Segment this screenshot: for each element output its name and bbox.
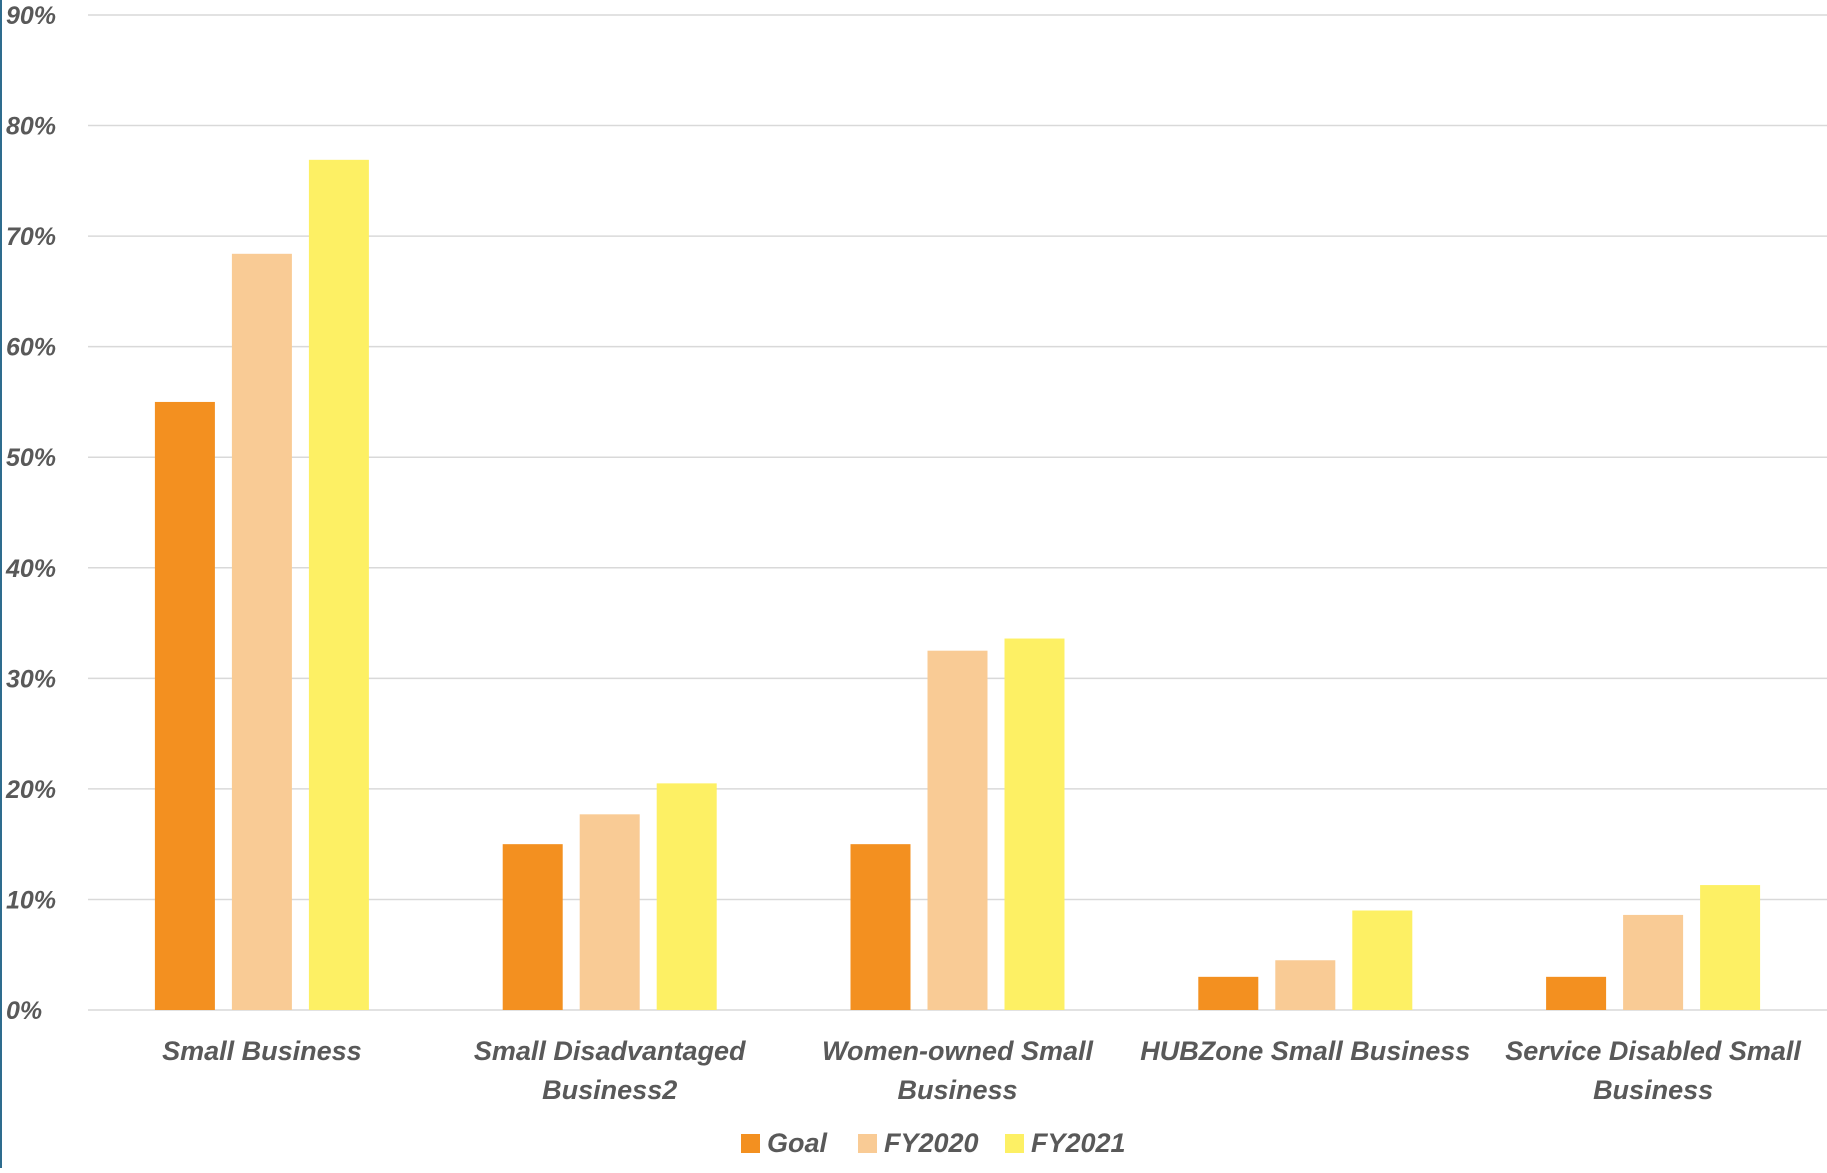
y-tick-label: 10% bbox=[6, 886, 56, 914]
bar-fy2020 bbox=[1623, 914, 1684, 1010]
bar-fy2021 bbox=[308, 159, 369, 1011]
x-axis-labels: Small Business Small Disadvantaged Busines… bbox=[162, 1036, 1801, 1105]
y-tick-label: 40% bbox=[5, 555, 56, 583]
legend-label-goal: Goal bbox=[767, 1128, 828, 1158]
y-tick-label: 0% bbox=[6, 997, 42, 1025]
bar-goal bbox=[502, 844, 563, 1010]
bar-goal bbox=[154, 401, 215, 1010]
x-category-label: Small Business bbox=[162, 1036, 362, 1066]
y-tick-label: 30% bbox=[6, 665, 56, 693]
bars bbox=[154, 159, 1761, 1011]
y-tick-label: 80% bbox=[6, 113, 56, 141]
x-category-label: Service Disabled Small Business bbox=[1505, 1036, 1801, 1105]
y-tick-label: 90% bbox=[6, 2, 56, 30]
bar-fy2020 bbox=[927, 650, 988, 1010]
bar-fy2021 bbox=[1004, 638, 1065, 1010]
legend-label-fy2020: FY2020 bbox=[884, 1128, 979, 1158]
bar-goal bbox=[1198, 976, 1259, 1010]
x-category-label: Small Disadvantaged Business2 bbox=[474, 1036, 746, 1105]
y-tick-label: 20% bbox=[5, 776, 56, 804]
legend-label-fy2021: FY2021 bbox=[1031, 1128, 1126, 1158]
legend-swatch-fy2020 bbox=[858, 1134, 877, 1153]
y-tick-label: 70% bbox=[6, 223, 56, 251]
bar-fy2021 bbox=[1352, 910, 1413, 1010]
bar-fy2021 bbox=[1700, 885, 1761, 1010]
legend-swatch-goal bbox=[741, 1134, 760, 1153]
left-border bbox=[0, 0, 2, 1168]
y-axis-ticks: 0% 10% 20% 30% 40% 50% 60% 70% 80% 90% bbox=[5, 2, 56, 1025]
x-category-label: HUBZone Small Business bbox=[1140, 1036, 1470, 1066]
legend-swatch-fy2021 bbox=[1005, 1134, 1024, 1153]
y-tick-label: 60% bbox=[6, 334, 56, 362]
bar-fy2020 bbox=[231, 253, 292, 1011]
y-tick-label: 50% bbox=[6, 444, 56, 472]
bar-goal bbox=[1546, 976, 1607, 1010]
bar-fy2021 bbox=[656, 783, 717, 1010]
bar-fy2020 bbox=[1275, 960, 1336, 1010]
gridlines bbox=[88, 14, 1827, 1011]
legend: Goal FY2020 FY2021 bbox=[741, 1128, 1126, 1158]
bar-fy2020 bbox=[579, 814, 640, 1010]
bar-goal bbox=[850, 844, 911, 1010]
x-category-label: Women-owned Small Business bbox=[822, 1036, 1094, 1105]
